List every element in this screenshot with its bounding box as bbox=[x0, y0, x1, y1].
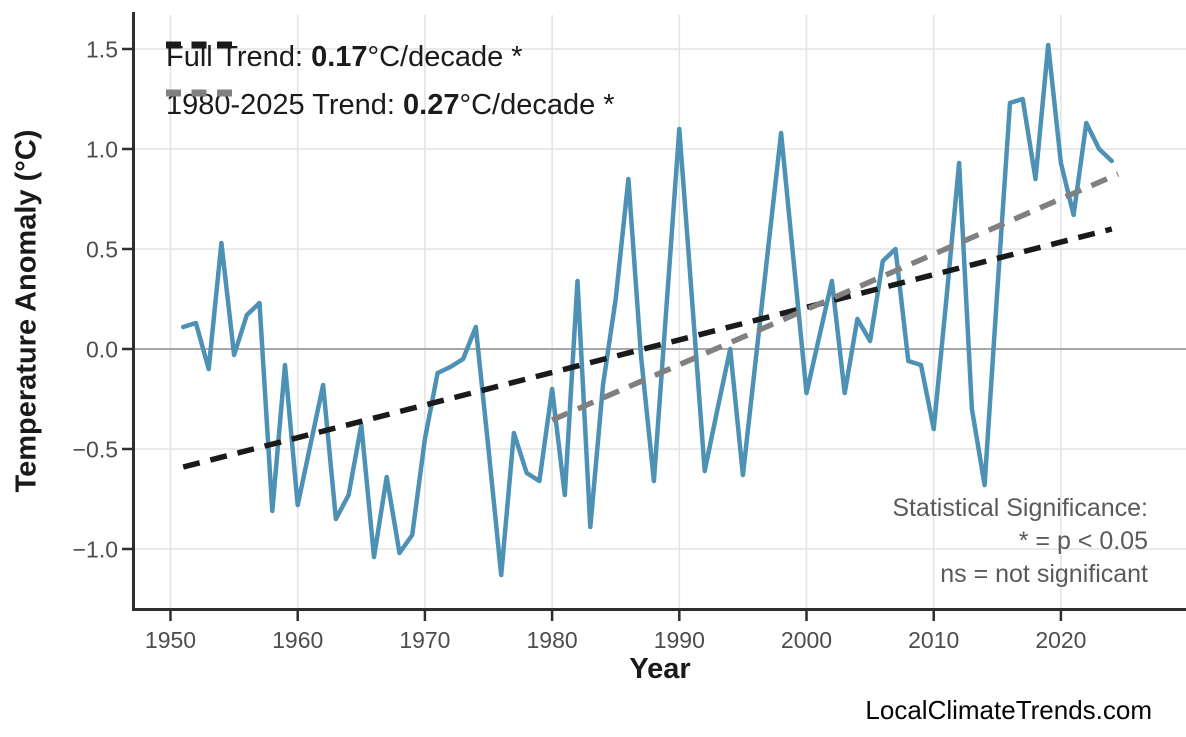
observed-anomaly-line bbox=[180, 42, 1115, 578]
legend-item-full-trend: Full Trend: 0.17°C/decade * bbox=[166, 40, 523, 74]
trend-1980-2025-line bbox=[551, 171, 1120, 423]
legend-item-recent-trend: 1980-2025 Trend: 0.27°C/decade * bbox=[166, 88, 615, 122]
x-tick-label: 2000 bbox=[781, 627, 832, 653]
black-dashed-line-icon bbox=[166, 41, 232, 49]
full-trend-line bbox=[182, 226, 1113, 470]
significance-line-3: ns = not significant bbox=[940, 560, 1148, 588]
significance-line-1: Statistical Significance: bbox=[892, 494, 1148, 522]
x-tick-label: 2010 bbox=[908, 627, 959, 653]
gridlines bbox=[135, 15, 1186, 608]
legend-recent-suffix: °C/decade * bbox=[459, 88, 615, 121]
y-tick-label: 1.0 bbox=[86, 137, 118, 163]
legend-full-suffix: °C/decade * bbox=[367, 40, 523, 73]
gray-dashed-line-icon bbox=[166, 89, 232, 97]
x-tick-label: 2020 bbox=[1035, 627, 1086, 653]
x-tick-label: 1980 bbox=[527, 627, 578, 653]
series bbox=[180, 42, 1120, 578]
y-axis-title: Temperature Anomaly (°C) bbox=[10, 129, 43, 493]
x-tick-label: 1970 bbox=[399, 627, 450, 653]
legend-label-full-trend: Full Trend: 0.17°C/decade * bbox=[166, 41, 523, 74]
x-tick-label: 1960 bbox=[272, 627, 323, 653]
x-tick-label: 1990 bbox=[654, 627, 705, 653]
y-tick-label: 0.0 bbox=[86, 337, 118, 363]
legend-recent-value: 0.27 bbox=[403, 88, 460, 121]
significance-line-2: * = p < 0.05 bbox=[1018, 527, 1148, 555]
x-tick-label: 1950 bbox=[145, 627, 196, 653]
legend-full-value: 0.17 bbox=[311, 40, 368, 73]
y-tick-label: −1.0 bbox=[73, 537, 118, 563]
y-tick-label: 1.5 bbox=[86, 37, 118, 63]
significance-note: Statistical Significance: * = p < 0.05 n… bbox=[892, 492, 1148, 591]
legend-label-recent-trend: 1980-2025 Trend: 0.27°C/decade * bbox=[166, 89, 615, 122]
y-tick-label: 0.5 bbox=[86, 237, 118, 263]
x-axis-title: Year bbox=[629, 653, 691, 685]
watermark: LocalClimateTrends.com bbox=[865, 695, 1152, 725]
y-tick-label: −0.5 bbox=[73, 437, 118, 463]
axes: 1.5 1.0 0.5 0.0 −0.5 −1.0 1950 1960 1970 1980 1990… bbox=[73, 12, 1186, 653]
legend-full-prefix: Full Trend: bbox=[166, 40, 312, 73]
